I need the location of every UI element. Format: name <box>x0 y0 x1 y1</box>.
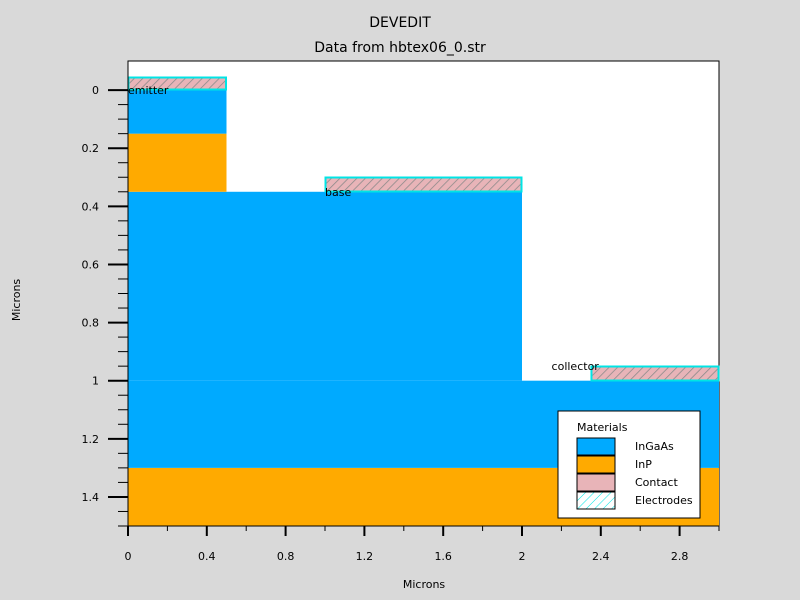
x-tick-label: 0.8 <box>277 550 295 563</box>
electrode-label-base: base <box>325 186 351 199</box>
y-tick-label: 0.8 <box>82 317 100 330</box>
electrode-base <box>324 176 523 193</box>
y-tick-label: 1 <box>92 375 99 388</box>
region-inp-3 <box>128 133 227 192</box>
x-axis-label: Microns <box>403 578 446 591</box>
electrode-label-emitter: emitter <box>128 84 169 97</box>
legend: Materials InGaAs InP Contact Electrodes <box>557 410 701 519</box>
legend-swatch-electrodes <box>576 491 616 510</box>
axes-layer: 0 0.2 0.4 0.6 0.8 1 1.2 1.4 0 0.4 0.8 1.2 1.6 2 2.4 2.8 <box>82 61 720 563</box>
chart-subtitle: Data from hbtex06_0.str <box>314 40 486 56</box>
chart-title: DEVEDIT <box>369 15 431 31</box>
y-tick-label: 0 <box>92 84 99 97</box>
x-tick-label: 1.2 <box>356 550 374 563</box>
legend-swatch-ingaas <box>576 437 616 456</box>
x-tick-label: 0.4 <box>198 550 216 563</box>
y-tick-label: 1.2 <box>82 433 100 446</box>
region-ingaas-2 <box>128 191 522 381</box>
x-tick-label: 0 <box>125 550 132 563</box>
legend-label-inp: InP <box>635 458 652 471</box>
y-tick-label: 0.6 <box>82 258 100 271</box>
legend-title: Materials <box>577 421 628 434</box>
legend-label-contact: Contact <box>635 476 678 489</box>
x-tick-label: 2.8 <box>671 550 689 563</box>
legend-label-electrodes: Electrodes <box>635 494 693 507</box>
legend-label-ingaas: InGaAs <box>635 440 674 453</box>
y-tick-label: 0.4 <box>82 200 100 213</box>
region-ingaas-4 <box>128 90 227 134</box>
electrode-label-collector: collector <box>552 360 600 373</box>
electrodes-layer: emitter base collector <box>127 76 720 382</box>
y-tick-label: 1.4 <box>82 491 100 504</box>
x-tick-label: 2.4 <box>592 550 610 563</box>
y-tick-label: 0.2 <box>82 142 100 155</box>
x-tick-label: 1.6 <box>434 550 452 563</box>
y-axis-label: Microns <box>10 279 23 322</box>
legend-swatch-inp <box>576 455 616 474</box>
electrode-collector <box>590 365 720 382</box>
x-tick-label: 2 <box>519 550 526 563</box>
legend-swatch-contact <box>576 473 616 492</box>
